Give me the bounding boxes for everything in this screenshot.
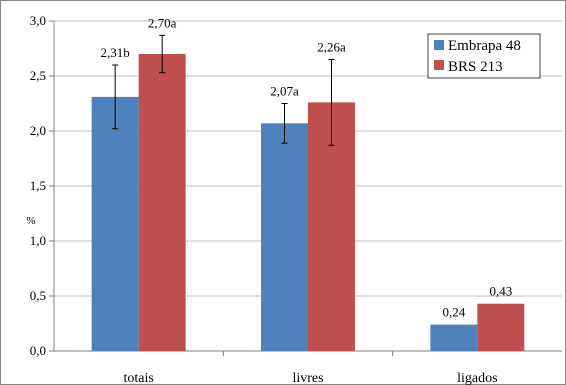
bars bbox=[91, 54, 525, 352]
legend-swatch-brs-213 bbox=[434, 60, 444, 70]
data-label: 2,31b bbox=[101, 45, 130, 60]
legend-label-embrapa-48: Embrapa 48 bbox=[448, 38, 521, 54]
y-tick-label: 1,0 bbox=[30, 233, 46, 248]
y-tick-label: 0,5 bbox=[30, 288, 46, 303]
category-label: ligados bbox=[457, 371, 497, 385]
y-tick-label: 0,0 bbox=[30, 343, 46, 358]
bar bbox=[261, 123, 308, 351]
y-tick-label: 3,0 bbox=[30, 13, 46, 28]
y-tick-label: 2,0 bbox=[30, 123, 46, 138]
legend-label-brs-213: BRS 213 bbox=[448, 59, 503, 75]
legend: Embrapa 48 BRS 213 bbox=[427, 33, 541, 79]
category-label: livres bbox=[292, 371, 323, 385]
data-labels: 2,31b 2,70a 2,07a 2,26a 0,24 0,43 bbox=[101, 15, 513, 319]
y-tick-label: 2,5 bbox=[30, 68, 46, 83]
legend-swatch-embrapa-48 bbox=[434, 40, 444, 50]
y-axis-label: % bbox=[26, 215, 35, 227]
bar bbox=[430, 324, 478, 351]
y-tick-label: 1,5 bbox=[30, 178, 46, 193]
bar bbox=[477, 303, 525, 351]
data-label: 2,26a bbox=[317, 40, 346, 55]
category-label: totais bbox=[123, 371, 153, 385]
bar bbox=[138, 54, 186, 351]
legend-box bbox=[427, 33, 541, 79]
error-bars bbox=[112, 34, 335, 146]
data-label: 2,07a bbox=[270, 84, 299, 99]
data-label: 0,43 bbox=[489, 284, 512, 299]
bar bbox=[91, 96, 139, 352]
data-label: 2,70a bbox=[148, 15, 177, 30]
data-label: 0,24 bbox=[442, 305, 465, 320]
